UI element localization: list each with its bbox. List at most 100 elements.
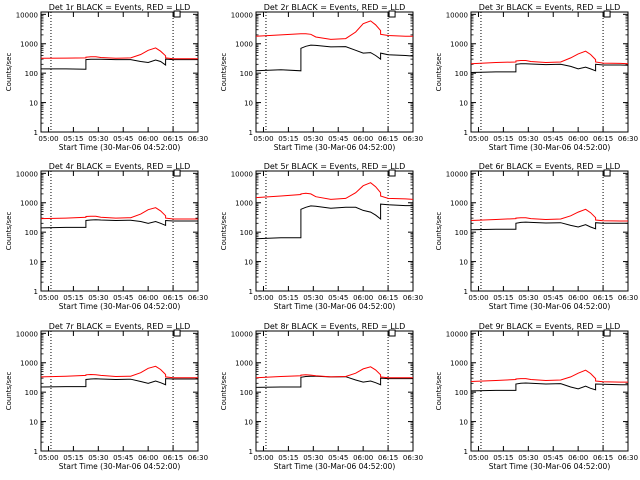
x-tick-label: 05:45	[113, 135, 133, 143]
y-tick-label: 10000	[231, 330, 253, 338]
y-tick-label: 100	[25, 389, 38, 397]
plot-frame	[470, 170, 629, 292]
y-tick-label: 1	[34, 288, 38, 296]
x-tick-label: 06:30	[403, 294, 423, 302]
y-tick-label: 100	[240, 229, 253, 237]
lld-series-line	[255, 20, 413, 40]
lld-series-line	[470, 369, 628, 383]
y-tick-label: 1000	[450, 200, 468, 208]
y-tick-label: 1	[34, 129, 38, 137]
x-tick-label: 05:00	[253, 135, 273, 143]
y-tick-label: 1	[464, 288, 468, 296]
x-tick-label: 06:30	[188, 294, 208, 302]
lld-series-line	[470, 50, 629, 65]
x-tick-label: 06:00	[353, 454, 373, 462]
x-tick-label: 05:15	[63, 294, 83, 302]
y-tick-label: 10	[244, 259, 253, 267]
lld-series-line	[40, 365, 198, 379]
x-tick-label: 05:45	[543, 454, 563, 462]
chart-panel-6: Det 6r BLACK = Events, RED = LLD 1 10 100 10…	[435, 162, 638, 311]
y-axis-label: Counts/sec	[435, 212, 443, 251]
y-tick-label: 100	[455, 229, 468, 237]
y-tick-label: 1	[34, 448, 38, 456]
x-tick-label: 06:00	[353, 294, 373, 302]
y-tick-label: 1000	[20, 360, 38, 368]
x-tick-label: 05:45	[543, 135, 563, 143]
y-tick-label: 1	[249, 288, 253, 296]
chart-panel-5: Det 5r BLACK = Events, RED = LLD 1 10 100 10…	[220, 162, 423, 311]
x-tick-label: 05:00	[38, 454, 58, 462]
y-tick-label: 100	[455, 70, 468, 78]
chart-title: Det 9r BLACK = Events, RED = LLD	[479, 322, 621, 331]
y-tick-label: 10000	[231, 11, 253, 19]
x-tick-label: 05:00	[38, 135, 58, 143]
plot-frame	[40, 11, 199, 133]
lld-series-line	[470, 208, 628, 222]
chart-panel-2: Det 2r BLACK = Events, RED = LLD 1 10 100 10…	[220, 3, 423, 152]
x-tick-label: 05:45	[113, 294, 133, 302]
top-marker-box	[388, 10, 396, 18]
x-tick-label: 05:45	[113, 454, 133, 462]
x-tick-label: 05:30	[303, 454, 323, 462]
y-axis-label: Counts/sec	[5, 53, 13, 92]
chart-title: Det 6r BLACK = Events, RED = LLD	[479, 162, 621, 171]
x-tick-label: 05:30	[518, 294, 538, 302]
top-marker-box	[173, 10, 181, 18]
y-axis-label: Counts/sec	[220, 212, 228, 251]
x-tick-label: 05:30	[88, 294, 108, 302]
x-tick-label: 06:15	[163, 135, 183, 143]
chart-title: Det 8r BLACK = Events, RED = LLD	[264, 322, 406, 331]
y-tick-label: 10000	[16, 11, 38, 19]
x-tick-label: 06:30	[188, 135, 208, 143]
y-tick-label: 10000	[446, 330, 468, 338]
y-tick-label: 1	[249, 448, 253, 456]
y-tick-label: 1	[249, 129, 253, 137]
y-tick-label: 10	[29, 100, 38, 108]
x-tick-label: 05:00	[468, 135, 488, 143]
events-series-line	[470, 382, 628, 392]
events-series-line	[255, 203, 413, 240]
y-tick-label: 100	[240, 389, 253, 397]
events-series-line	[470, 63, 629, 73]
y-axis-label: Counts/sec	[435, 372, 443, 411]
x-tick-label: 06:15	[593, 135, 613, 143]
x-axis-label: Start Time (30-Mar-06 04:52:00)	[59, 462, 181, 471]
x-tick-label: 05:45	[328, 294, 348, 302]
x-tick-label: 05:15	[278, 135, 298, 143]
x-tick-label: 06:15	[163, 294, 183, 302]
x-axis-label: Start Time (30-Mar-06 04:52:00)	[274, 302, 396, 311]
chart-title: Det 5r BLACK = Events, RED = LLD	[264, 162, 406, 171]
top-marker-box	[603, 329, 611, 337]
top-marker-box	[388, 169, 396, 177]
x-tick-label: 06:30	[618, 454, 638, 462]
x-tick-label: 05:30	[88, 454, 108, 462]
top-marker-box	[388, 329, 396, 337]
lld-series-line	[255, 182, 414, 200]
x-tick-label: 05:30	[518, 135, 538, 143]
x-tick-label: 06:15	[378, 454, 398, 462]
x-tick-label: 06:00	[353, 135, 373, 143]
x-tick-label: 06:15	[593, 454, 613, 462]
x-tick-label: 06:30	[188, 454, 208, 462]
y-tick-label: 100	[455, 389, 468, 397]
x-axis-label: Start Time (30-Mar-06 04:52:00)	[489, 462, 611, 471]
y-tick-label: 1	[464, 129, 468, 137]
y-tick-label: 10	[29, 419, 38, 427]
x-tick-label: 05:30	[303, 135, 323, 143]
lld-series-line	[40, 47, 198, 60]
y-tick-label: 1000	[20, 41, 38, 49]
x-axis-label: Start Time (30-Mar-06 04:52:00)	[59, 143, 181, 152]
y-axis-label: Counts/sec	[5, 212, 13, 251]
x-tick-label: 06:00	[138, 454, 158, 462]
chart-panel-7: Det 7r BLACK = Events, RED = LLD 1 10 100 10…	[5, 322, 208, 471]
events-series-line	[470, 221, 628, 231]
chart-title: Det 7r BLACK = Events, RED = LLD	[49, 322, 191, 331]
chart-panel-9: Det 9r BLACK = Events, RED = LLD 1 10 100 10…	[435, 322, 638, 471]
y-tick-label: 10000	[446, 11, 468, 19]
events-series-line	[255, 44, 414, 72]
chart-panel-1: Det 1r BLACK = Events, RED = LLD 1 10 100 10…	[5, 3, 208, 152]
x-tick-label: 06:30	[618, 135, 638, 143]
x-tick-label: 05:30	[88, 135, 108, 143]
y-tick-label: 1000	[235, 41, 253, 49]
x-tick-label: 05:00	[468, 294, 488, 302]
